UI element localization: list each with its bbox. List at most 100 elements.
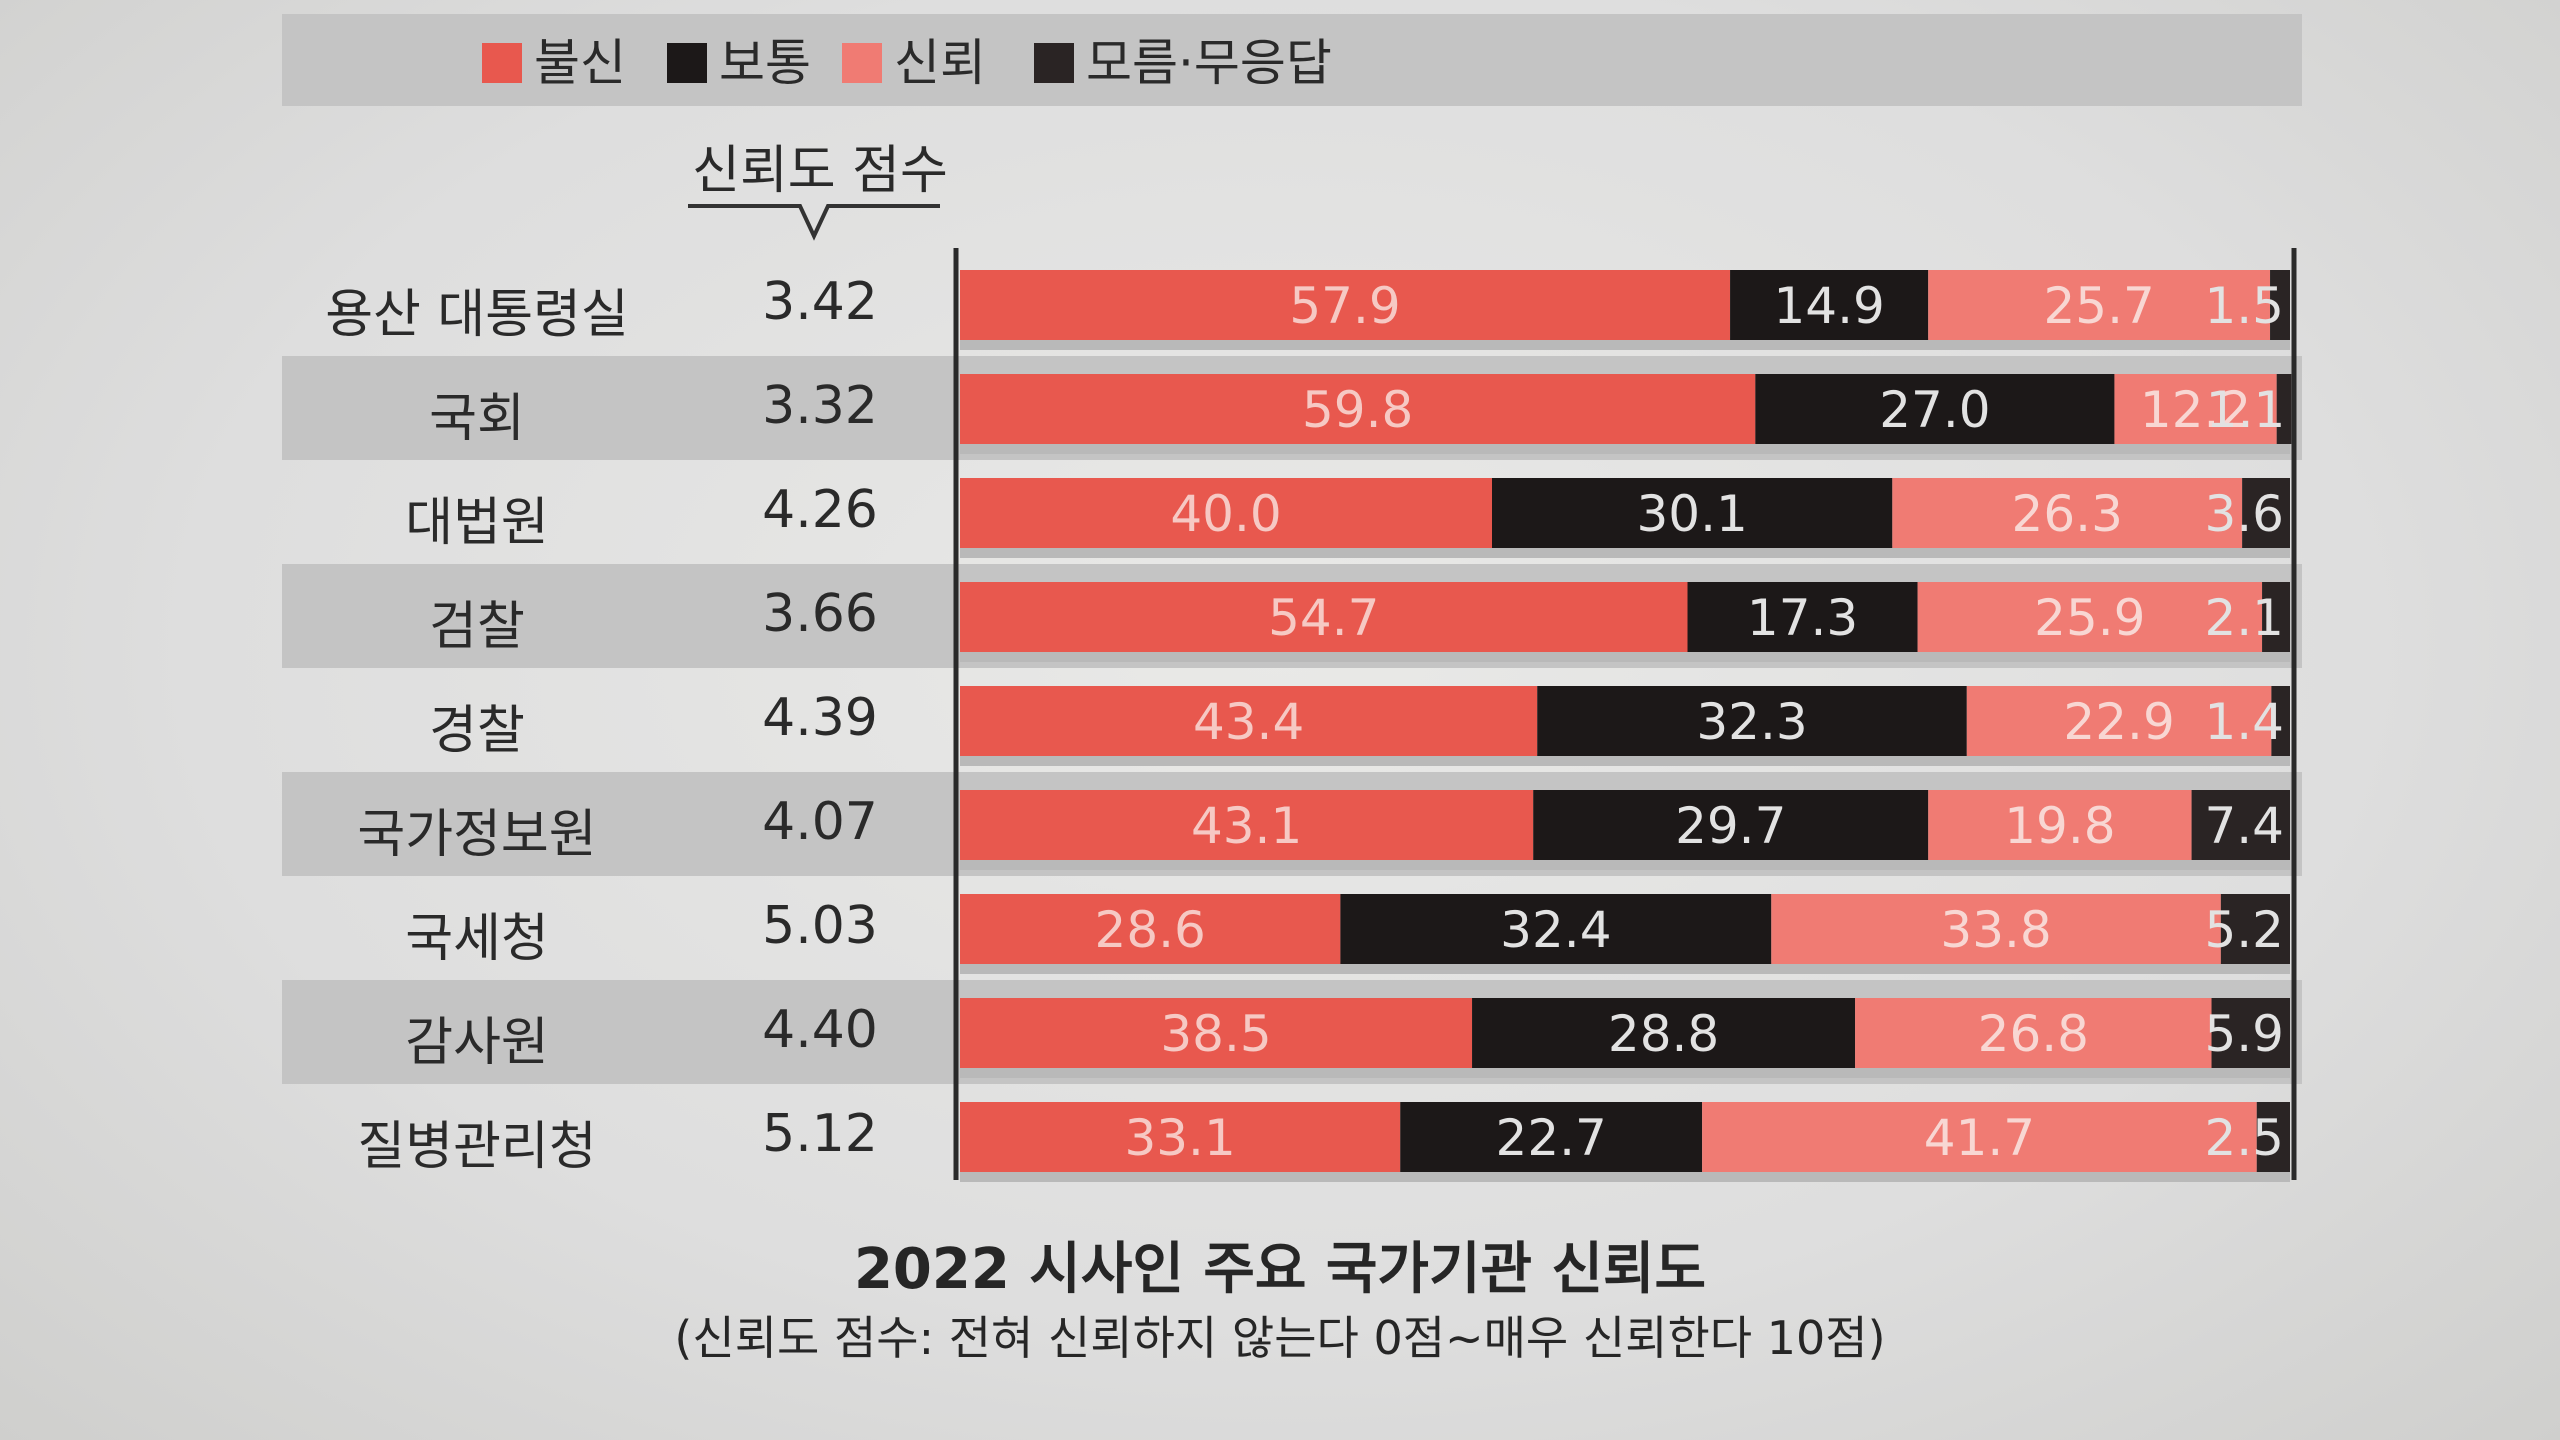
legend-item: 보통 xyxy=(667,38,811,88)
bar-value-label: 25.9 xyxy=(2034,589,2145,647)
bar-value-label: 38.5 xyxy=(1160,1005,1271,1063)
bar-track xyxy=(960,1170,2290,1182)
legend-label: 모름·무응답 xyxy=(1086,34,1332,92)
bar-segment xyxy=(1928,790,2192,860)
bar-value-label: 14.9 xyxy=(1773,277,1884,335)
bar-segment xyxy=(960,1102,1401,1172)
bar-segment xyxy=(2276,374,2292,444)
legend-swatch xyxy=(1034,43,1074,83)
bar-value-label: 1.4 xyxy=(2204,693,2284,751)
legend-item: 모름·무응답 xyxy=(1034,38,1332,88)
legend-swatch xyxy=(482,43,522,83)
bar-value-label: 28.8 xyxy=(1608,1005,1719,1063)
bar-segment xyxy=(1928,270,2271,340)
bar-segment xyxy=(960,998,1473,1068)
trust-score: 4.40 xyxy=(762,1000,878,1060)
category-label: 국가정보원 xyxy=(357,805,597,865)
bar-segment xyxy=(1755,374,2115,444)
bar-track xyxy=(960,1066,2290,1078)
bar-value-label: 5.2 xyxy=(2204,901,2284,959)
category-label: 대법원 xyxy=(405,493,549,553)
bar-segment xyxy=(960,790,1534,860)
bar-value-label: 26.3 xyxy=(2012,485,2123,543)
bar-segment xyxy=(1340,894,1772,964)
bar-track xyxy=(960,442,2290,454)
category-label: 질병관리청 xyxy=(357,1117,597,1177)
bar-segment xyxy=(1537,686,1967,756)
bar-segment xyxy=(1855,998,2212,1068)
category-label: 용산 대통령실 xyxy=(325,285,629,345)
bar-segment xyxy=(960,686,1538,756)
bar-value-label: 32.4 xyxy=(1500,901,1611,959)
bar-value-label: 1.5 xyxy=(2204,277,2284,335)
trust-score: 3.32 xyxy=(762,376,878,436)
bar-segment xyxy=(2262,582,2290,652)
bar-value-label: 19.8 xyxy=(2004,797,2115,855)
bar-segment xyxy=(1966,686,2272,756)
trust-score: 4.39 xyxy=(762,688,878,748)
legend: 불신 보통 신뢰 모름·무응답 xyxy=(282,14,2302,106)
bar-segment xyxy=(2211,998,2290,1068)
bar-segment xyxy=(1687,582,1918,652)
bar-value-label: 25.7 xyxy=(2043,277,2154,335)
bar-value-label: 28.6 xyxy=(1095,901,1206,959)
bar-segment xyxy=(960,374,1756,444)
bar-segment xyxy=(2270,270,2290,340)
bar-value-label: 3.6 xyxy=(2204,485,2284,543)
category-label: 경찰 xyxy=(429,701,525,761)
legend-label: 불신 xyxy=(534,34,626,92)
bar-value-label: 57.9 xyxy=(1289,277,1400,335)
legend-swatch xyxy=(667,43,707,83)
bar-value-label: 2.5 xyxy=(2204,1109,2284,1167)
bar-value-label: 7.4 xyxy=(2204,797,2284,855)
trust-score: 4.07 xyxy=(762,792,878,852)
bar-track xyxy=(960,338,2290,350)
bar-segment xyxy=(1730,270,1929,340)
bar-value-label: 43.4 xyxy=(1193,693,1304,751)
legend-label: 신뢰 xyxy=(894,34,986,92)
bar-value-label: 54.7 xyxy=(1268,589,1379,647)
bar-value-label: 26.8 xyxy=(1978,1005,2089,1063)
bar-segment xyxy=(1400,1102,1703,1172)
bar-value-label: 5.9 xyxy=(2204,1005,2284,1063)
chart-title: 2022 시사인 주요 국가기관 신뢰도 xyxy=(853,1237,1707,1302)
bar-segment xyxy=(1492,478,1893,548)
bar-segment xyxy=(960,270,1731,340)
bar-segment xyxy=(1771,894,2221,964)
bar-value-label: 33.8 xyxy=(1940,901,2051,959)
bar-value-label: 59.8 xyxy=(1302,381,1413,439)
bar-track xyxy=(960,754,2290,766)
bar-value-label: 43.1 xyxy=(1191,797,1302,855)
chart-subtitle: (신뢰도 점수: 전혀 신뢰하지 않는다 0점~매우 신뢰한다 10점) xyxy=(674,1311,1886,1365)
bar-segment xyxy=(2220,894,2290,964)
legend-item: 불신 xyxy=(482,38,626,88)
category-label: 감사원 xyxy=(405,1013,549,1073)
category-label: 검찰 xyxy=(429,597,525,657)
bar-segment xyxy=(1917,582,2263,652)
bar-track xyxy=(960,858,2290,870)
bar-value-label: 22.9 xyxy=(2063,693,2174,751)
bar-track xyxy=(960,962,2290,974)
trust-score: 3.42 xyxy=(762,272,878,332)
bar-segment xyxy=(960,582,1688,652)
bar-segment xyxy=(1702,1102,2257,1172)
bar-value-label: 29.7 xyxy=(1675,797,1786,855)
bar-track xyxy=(960,546,2290,558)
bar-value-label: 33.1 xyxy=(1124,1109,1235,1167)
trust-score: 5.03 xyxy=(762,896,878,956)
bar-value-label: 30.1 xyxy=(1637,485,1748,543)
category-label: 국회 xyxy=(429,389,525,449)
bar-segment xyxy=(1533,790,1929,860)
bar-segment xyxy=(1892,478,2243,548)
bar-track xyxy=(960,650,2290,662)
trust-score: 4.26 xyxy=(762,480,878,540)
bar-value-label: 27.0 xyxy=(1879,381,1990,439)
bar-segment xyxy=(960,478,1492,548)
legend-swatch xyxy=(842,43,882,83)
bar-value-label: 41.7 xyxy=(1924,1109,2035,1167)
bar-segment xyxy=(960,894,1341,964)
score-column-header: 신뢰도 점수 xyxy=(692,141,948,201)
score-header-bracket xyxy=(688,204,940,241)
bar-value-label: 1.1 xyxy=(2206,381,2286,439)
